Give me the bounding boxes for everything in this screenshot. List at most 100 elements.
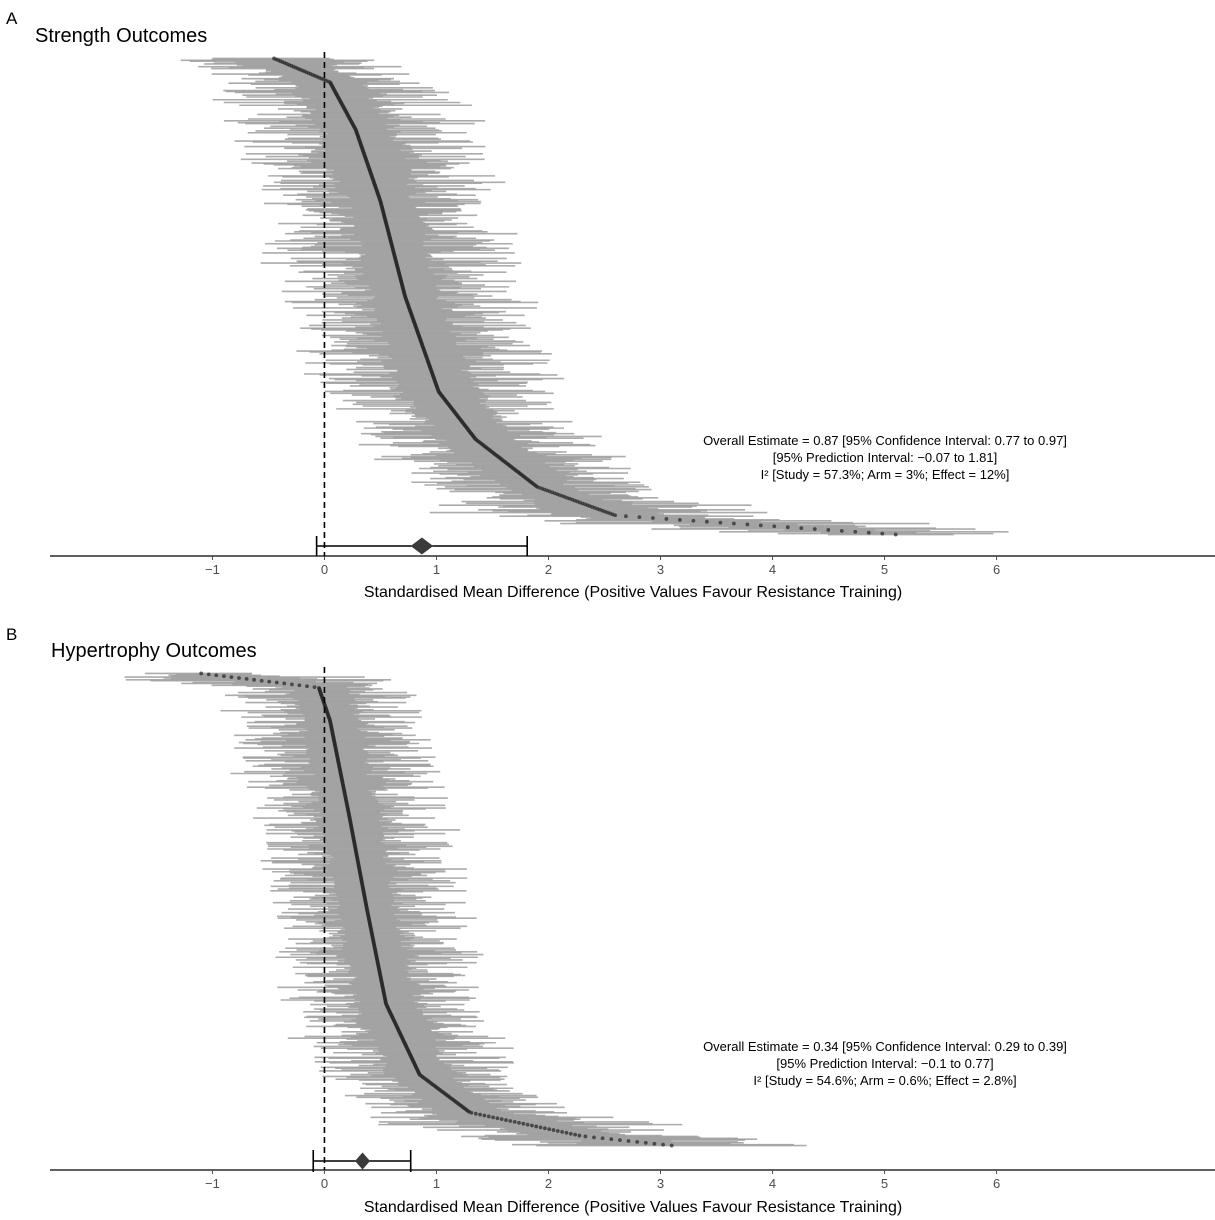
effect-point (259, 678, 264, 683)
effect-point (826, 528, 831, 532)
effect-point (678, 517, 682, 522)
effect-point (564, 1130, 569, 1135)
effect-point (282, 681, 287, 686)
x-tick-label: 0 (321, 562, 328, 577)
effect-point (691, 518, 696, 523)
effect-point (290, 682, 294, 687)
effect-point (785, 525, 790, 530)
panel-strength: A Strength Outcomes −1 0 1 2 3 4 5 6 Standardis… (6, 9, 1215, 601)
effect-point (551, 1128, 556, 1132)
heterogeneity-text: I² [Study = 54.6%; Arm = 0.6%; Effect = … (753, 1073, 1016, 1088)
effect-point (669, 1143, 674, 1148)
effect-point (853, 529, 858, 534)
effect-point (495, 1116, 500, 1121)
panel-label: A (6, 9, 18, 28)
x-tick-label: 4 (769, 1176, 776, 1191)
x-axis-title: Standardised Mean Difference (Positive V… (364, 584, 902, 601)
effect-point (664, 517, 669, 521)
effect-point (504, 1118, 508, 1122)
effect-point (661, 1142, 665, 1147)
effect-point (718, 520, 723, 525)
effect-point (568, 1131, 573, 1136)
x-tick-label: 1 (433, 562, 440, 577)
effect-point (573, 1132, 577, 1137)
overall-estimate-diamond (355, 1152, 371, 1170)
effect-point (199, 671, 204, 676)
effect-point (244, 677, 249, 681)
x-tick-label: 2 (545, 1176, 552, 1191)
effect-point (305, 684, 309, 689)
effect-point (577, 1133, 582, 1138)
panel-title: Strength Outcomes (35, 25, 207, 47)
effect-point (491, 1115, 495, 1120)
effect-point (214, 673, 219, 678)
effect-point (592, 1135, 596, 1140)
effect-point (478, 1112, 482, 1117)
effect-points (199, 671, 674, 1148)
summary-estimate (315, 536, 529, 556)
effect-point (534, 1124, 539, 1129)
heterogeneity-text: I² [Study = 57.3%; Arm = 3%; Effect = 12… (761, 467, 1010, 482)
effect-point (643, 1140, 648, 1145)
effect-point (517, 1120, 521, 1125)
effect-point (799, 526, 804, 531)
effect-point (508, 1119, 513, 1123)
panel-title: Hypertrophy Outcomes (51, 640, 257, 662)
effect-point (237, 676, 241, 680)
effect-point (530, 1123, 534, 1128)
x-tick-label: 5 (881, 1176, 888, 1191)
effect-point (880, 531, 885, 536)
x-tick-label: 3 (657, 562, 664, 577)
effect-point (512, 1120, 517, 1124)
panel-hypertrophy: B Hypertrophy Outcomes −1 0 1 2 3 4 5 6 Standar… (6, 625, 1215, 1216)
effect-point (499, 1117, 504, 1122)
effect-point (274, 680, 279, 685)
effect-point (866, 530, 871, 535)
effect-point (267, 679, 272, 684)
effect-point (482, 1113, 487, 1118)
effect-point (812, 527, 817, 531)
effect-point (469, 1110, 474, 1115)
effect-point (893, 532, 898, 537)
x-tick-label: 5 (881, 562, 888, 577)
overall-estimate-diamond (410, 537, 434, 555)
effect-point (543, 1126, 547, 1131)
effect-point (635, 1140, 640, 1144)
effect-point (745, 522, 750, 527)
effect-point (583, 1134, 588, 1139)
effect-point (297, 683, 302, 688)
effect-point (222, 674, 226, 679)
effect-points (272, 56, 898, 537)
effect-point (839, 528, 844, 533)
x-tick-label: 6 (993, 1176, 1000, 1191)
effect-point (652, 1141, 657, 1146)
effect-point (486, 1114, 491, 1119)
panel-label: B (6, 625, 17, 644)
summary-estimate (312, 1150, 412, 1172)
effect-point (547, 1127, 552, 1132)
effect-point (772, 524, 777, 529)
effect-point (473, 1111, 478, 1116)
prediction-interval-text: [95% Prediction Interval: −0.1 to 0.77] (776, 1056, 993, 1071)
effect-point (560, 1130, 564, 1134)
x-tick-label: −1 (205, 1176, 220, 1191)
effect-point (525, 1122, 530, 1127)
effect-point (312, 685, 317, 689)
effect-point (538, 1125, 543, 1130)
effect-point (651, 516, 655, 520)
effect-point (637, 515, 642, 520)
x-tick-label: −1 (205, 562, 220, 577)
overall-estimate-text: Overall Estimate = 0.87 [95% Confidence … (703, 433, 1067, 448)
x-axis-ticks: −1 0 1 2 3 4 5 6 (205, 556, 1000, 577)
effect-point (624, 514, 628, 519)
x-tick-label: 4 (769, 562, 776, 577)
effect-point (521, 1121, 526, 1126)
x-axis-ticks: −1 0 1 2 3 4 5 6 (205, 1170, 1000, 1191)
overall-estimate-text: Overall Estimate = 0.34 [95% Confidence … (703, 1039, 1067, 1054)
x-tick-label: 6 (993, 562, 1000, 577)
effect-point (609, 1137, 614, 1142)
effect-point (758, 523, 763, 528)
effect-point (618, 1138, 622, 1142)
effect-point (555, 1129, 560, 1133)
